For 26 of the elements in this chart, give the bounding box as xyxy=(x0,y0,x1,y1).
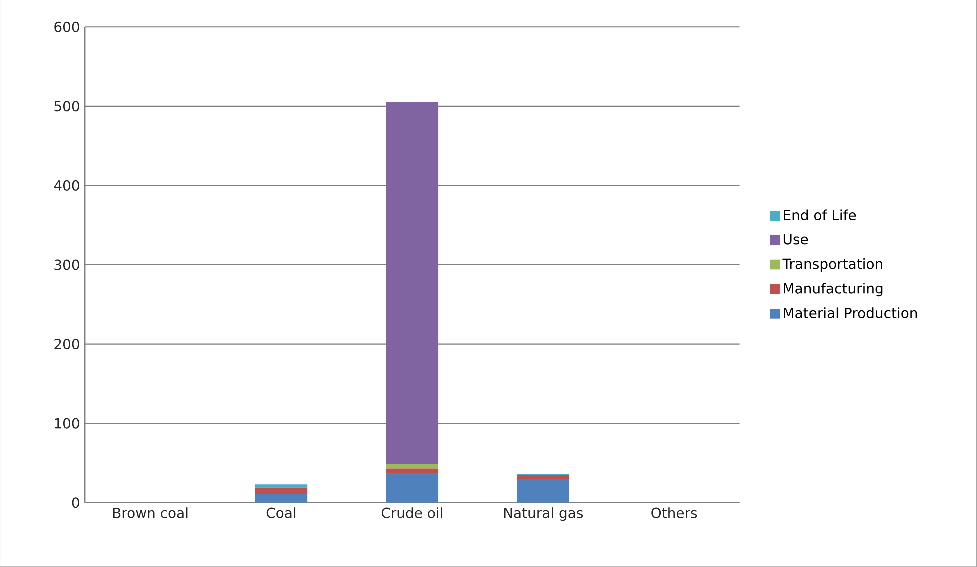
bar xyxy=(517,475,570,480)
y-tick-label: 200 xyxy=(54,338,80,350)
legend-label: Transportation xyxy=(782,258,882,272)
y-tick-label: 400 xyxy=(54,180,80,191)
legend-label: Manufacturing xyxy=(784,283,883,297)
x-tick-label: Natural gas xyxy=(504,508,584,522)
x-tick-label: Crude oil xyxy=(382,508,442,518)
legend-label: End of Life xyxy=(784,210,856,221)
y-tick-label: 300 xyxy=(54,260,80,270)
legend-label: Use xyxy=(784,234,808,245)
bar xyxy=(517,479,570,503)
y-tick-label: 0 xyxy=(72,498,80,508)
y-tick-label: 600 xyxy=(54,22,80,32)
x-tick-label: Brown coal xyxy=(113,508,188,518)
y-tick-label: 100 xyxy=(55,418,80,429)
bar xyxy=(386,473,439,503)
x-tick-label: Others xyxy=(652,508,698,518)
bar xyxy=(255,494,308,503)
y-tick-label: 500 xyxy=(54,101,80,112)
x-tick-label: Coal xyxy=(266,508,296,518)
bar xyxy=(386,464,439,469)
bar xyxy=(386,468,439,474)
bar xyxy=(255,488,308,494)
bar xyxy=(255,484,308,488)
legend-label: Material Production xyxy=(784,308,918,318)
bar xyxy=(386,102,439,464)
